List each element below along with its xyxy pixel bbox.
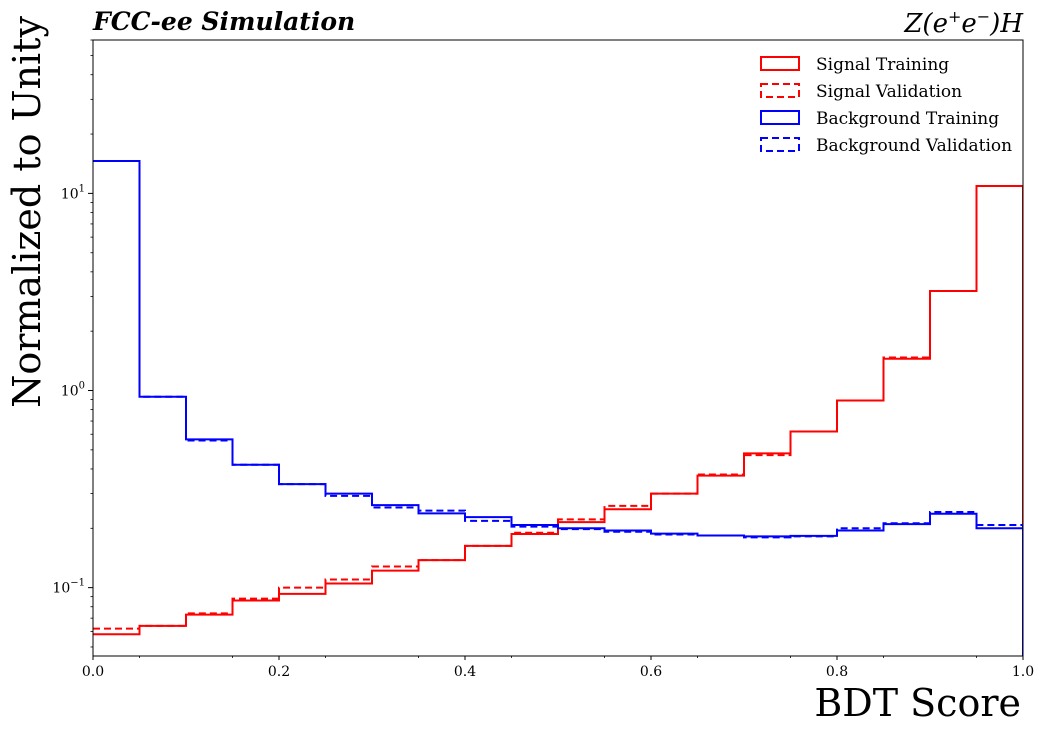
title-right-part: )H: [989, 9, 1024, 39]
series-layer: [93, 159, 1023, 656]
x-tick-label: 0.0: [82, 664, 104, 680]
title-right-part: Z(e: [903, 9, 948, 39]
plot-frame: [92, 39, 1024, 657]
legend-swatch: [760, 56, 800, 71]
y-tick-label: 10−1: [52, 578, 85, 597]
x-tick-label: 1.0: [1012, 664, 1034, 680]
x-axis-label: BDT Score: [814, 681, 1021, 725]
y-tick-label: 100: [61, 381, 85, 400]
legend-swatch: [760, 83, 800, 98]
y-axis-label: Normalized to Unity: [5, 16, 49, 408]
legend-label: Signal Validation: [816, 82, 962, 102]
series-line-signal-validation: [93, 185, 1023, 656]
legend-swatch: [760, 137, 800, 152]
title-right-sup: −: [977, 7, 990, 26]
legend-swatch: [760, 110, 800, 125]
series-line-signal-training: [93, 185, 1023, 656]
chart-title-left: FCC-ee Simulation: [92, 7, 355, 36]
title-right-sup: +: [948, 7, 961, 26]
title-right-part: e: [961, 9, 976, 39]
series-line-background-validation: [93, 159, 1023, 656]
x-tick-label: 0.8: [826, 664, 848, 680]
x-tick-label: 0.2: [268, 664, 290, 680]
x-tick-label: 0.6: [640, 664, 662, 680]
legend-label: Background Validation: [816, 136, 1012, 156]
y-tick-label: 101: [61, 183, 85, 202]
x-tick-label: 0.4: [454, 664, 476, 680]
chart-title-right: Z(e+e−)H: [903, 7, 1024, 39]
ticks-layer: 0.0 0.2 0.4 0.6 0.8 1.0 10−1 100 101: [52, 39, 1034, 680]
series-line-background-training: [93, 159, 1023, 656]
legend-label: Signal Training: [816, 55, 949, 75]
legend-label: Background Training: [816, 109, 999, 129]
legend: Signal Training Signal Validation Backgrou…: [760, 55, 1012, 156]
